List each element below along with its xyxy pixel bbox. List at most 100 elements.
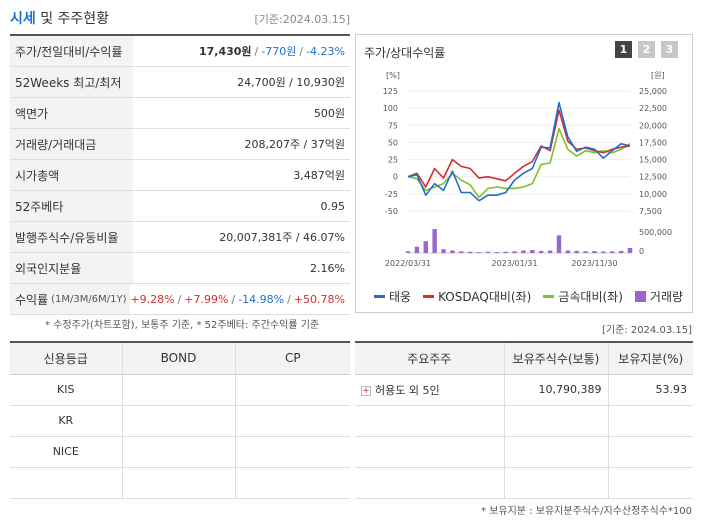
stat-row-foreign: 외국인지분율 2.16% bbox=[10, 253, 350, 284]
col-header: 신용등급 bbox=[10, 343, 123, 375]
chart-tab-2[interactable]: 2 bbox=[638, 41, 655, 58]
holder-name: 허용도 외 5인 bbox=[375, 383, 440, 397]
y-tick-label-right: 20,000 bbox=[639, 121, 667, 130]
cell: KIS bbox=[10, 374, 123, 406]
cell bbox=[355, 405, 505, 437]
y-tick-label-right: 15,000 bbox=[639, 156, 667, 165]
y-tick-label-left: 125 bbox=[383, 87, 398, 96]
cell bbox=[608, 436, 693, 468]
stat-value: 20,007,381주 / 46.07% bbox=[219, 231, 345, 244]
table-row: NICE bbox=[10, 436, 350, 468]
volume-bar bbox=[583, 251, 588, 253]
stat-row-52weeks: 52Weeks 최고/최저 24,700원 / 10,930원 bbox=[10, 67, 350, 98]
cell bbox=[122, 405, 236, 437]
holder-name-cell[interactable]: + 허용도 외 5인 bbox=[355, 374, 505, 406]
y-tick-label-right: 22,500 bbox=[639, 104, 667, 113]
table-row: KIS bbox=[10, 374, 350, 406]
title-accent: 시세 bbox=[10, 11, 36, 27]
cell bbox=[122, 467, 236, 499]
y-tick-label-left: 50 bbox=[388, 138, 398, 147]
series-line bbox=[407, 109, 631, 188]
stat-label: 52Weeks 최고/최저 bbox=[10, 67, 133, 97]
table-row bbox=[10, 467, 350, 499]
legend-item[interactable]: 금속대비(좌) bbox=[543, 288, 623, 305]
legend-swatch bbox=[543, 295, 555, 298]
title-rest: 및 주주현황 bbox=[35, 11, 110, 27]
chart-panel: 주가/상대수익률 1 2 3 [%] [원] 125 25,000 100 22,500 7… bbox=[355, 34, 693, 313]
series-line bbox=[407, 101, 631, 202]
volume-bar bbox=[485, 251, 491, 253]
stat-value: 0.95 bbox=[320, 199, 346, 213]
y-tick-label-left: 0 bbox=[393, 173, 398, 182]
legend-item[interactable]: 태웅 bbox=[374, 288, 411, 305]
cell bbox=[504, 405, 609, 437]
y-tick-label-right: 12,500 bbox=[639, 173, 667, 182]
table-row: KR bbox=[10, 405, 350, 437]
volume-bar bbox=[503, 251, 508, 253]
stat-label: 거래량/거래대금 bbox=[10, 129, 133, 159]
series-line bbox=[407, 127, 631, 199]
volume-bar bbox=[441, 249, 446, 253]
volume-bar bbox=[627, 247, 633, 253]
cell bbox=[504, 436, 609, 468]
volume-bar bbox=[467, 251, 473, 253]
table-row: + 허용도 외 5인 10,790,389 53.93 bbox=[355, 374, 693, 406]
stat-value: 500원 bbox=[313, 107, 345, 120]
cell bbox=[608, 467, 693, 499]
cell: 53.93 bbox=[608, 374, 693, 406]
stat-value: 3,487억원 bbox=[293, 169, 345, 182]
y-tick-label-right: 10,000 bbox=[639, 190, 667, 199]
volume-bar bbox=[512, 251, 517, 253]
y-tick-label-left: -50 bbox=[385, 207, 398, 216]
stat-row-shares: 발행주식수/유동비율 20,007,381주 / 46.07% bbox=[10, 222, 350, 253]
volume-bar bbox=[618, 250, 624, 253]
legend-item[interactable]: 거래량 bbox=[634, 288, 684, 305]
volume-bar bbox=[521, 250, 526, 253]
stats-footnote: * 수정주가(차트포함), 보통주 기준, * 52주베타: 주간수익률 기준 bbox=[45, 320, 320, 331]
volume-tick-label: 500,000 bbox=[639, 228, 672, 237]
cell bbox=[122, 374, 236, 406]
col-header: 주요주주 bbox=[355, 343, 505, 375]
stat-row-market-cap: 시가총액 3,487억원 bbox=[10, 160, 350, 191]
y-tick-label-left: 75 bbox=[388, 121, 398, 130]
stat-label: 52주베타 bbox=[10, 191, 133, 221]
chart-tab-3[interactable]: 3 bbox=[661, 41, 678, 58]
cell bbox=[235, 436, 350, 468]
col-header: BOND bbox=[122, 343, 236, 375]
cell bbox=[504, 467, 609, 499]
stat-value: 24,700원 / 10,930원 bbox=[237, 76, 345, 89]
volume-bar bbox=[565, 250, 571, 253]
col-header: 보유지분(%) bbox=[608, 343, 693, 375]
stat-label: 주가/전일대비/수익률 bbox=[10, 36, 133, 66]
chart-tab-1[interactable]: 1 bbox=[615, 41, 632, 58]
x-tick-label: 2023/11/30 bbox=[571, 259, 617, 268]
return-3m: +7.99% bbox=[184, 292, 229, 306]
returns-label: 수익률 bbox=[15, 292, 49, 307]
legend-label: 태웅 bbox=[389, 290, 412, 304]
volume-bar bbox=[414, 246, 420, 253]
expand-plus-icon[interactable]: + bbox=[361, 385, 371, 396]
chart-legend: 태웅 KOSDAQ대비(좌) 금속대비(좌) 거래량 bbox=[374, 288, 683, 305]
section-title: 시세 및 주주현황 bbox=[10, 8, 109, 28]
y-tick-label-left: 100 bbox=[383, 104, 398, 113]
legend-item[interactable]: KOSDAQ대비(좌) bbox=[423, 288, 531, 305]
left-axis-unit: [%] bbox=[386, 71, 400, 80]
legend-label: 거래량 bbox=[649, 290, 684, 304]
x-tick-label: 2022/03/31 bbox=[385, 259, 431, 268]
chart-title: 주가/상대수익률 bbox=[364, 46, 446, 60]
cell bbox=[608, 405, 693, 437]
section-header: 시세 및 주주현황 [기준:2024.03.15] bbox=[10, 8, 350, 30]
y-tick-label-right: 25,000 bbox=[639, 87, 667, 96]
stat-value: 208,207주 / 37억원 bbox=[244, 138, 345, 151]
stat-label: 시가총액 bbox=[10, 160, 133, 190]
volume-bar bbox=[539, 250, 544, 253]
returns-period: (1M/3M/6M/1Y) bbox=[51, 293, 127, 305]
major-shareholders-table: 주요주주 보유주식수(보통) 보유지분(%) + 허용도 외 5인 10,790,… bbox=[355, 341, 693, 499]
volume-tick-label: 0 bbox=[639, 247, 644, 256]
stat-row-beta: 52주베타 0.95 bbox=[10, 191, 350, 222]
y-tick-label-right: 17,500 bbox=[639, 138, 667, 147]
stat-value: 2.16% bbox=[310, 261, 345, 275]
return-1y: +50.78% bbox=[293, 292, 345, 306]
x-tick-label: 2023/01/31 bbox=[492, 259, 538, 268]
col-header: CP bbox=[235, 343, 350, 375]
